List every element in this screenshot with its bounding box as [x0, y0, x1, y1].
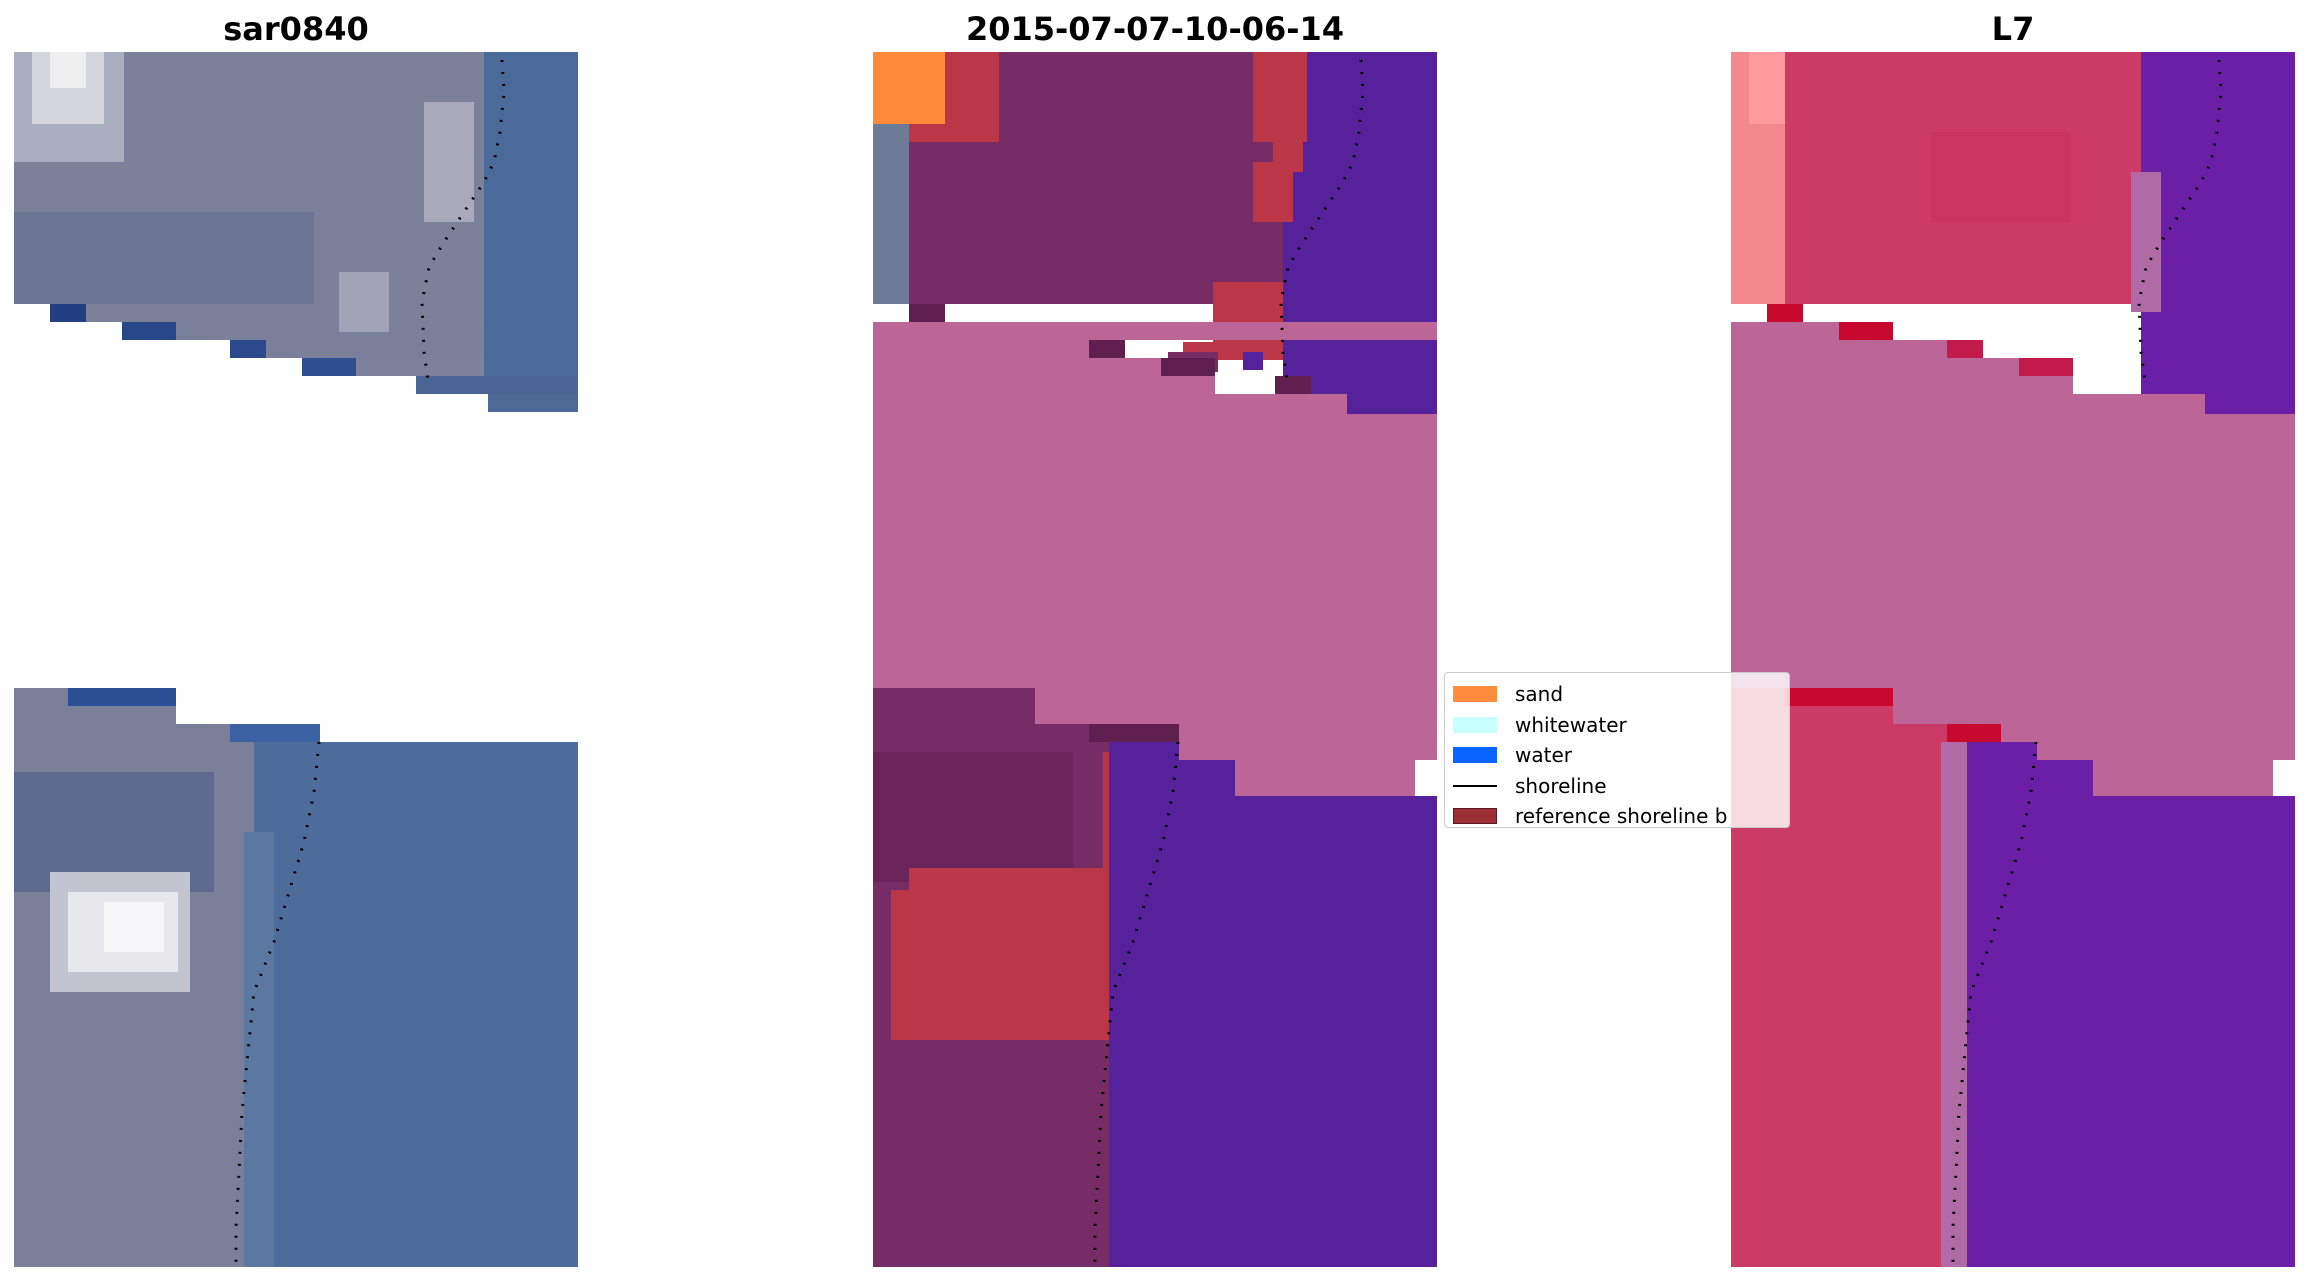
legend-label-shoreline: shoreline — [1515, 773, 1607, 798]
legend-item-whitewater: whitewater — [1453, 710, 1789, 741]
shoreline-line-swatch — [1453, 784, 1497, 787]
legend-label-reference-shoreline-buffer: reference shoreline b — [1515, 804, 1728, 828]
water-swatch — [1453, 747, 1497, 764]
classified-image — [873, 52, 1437, 1267]
rgb-image-panel — [14, 52, 578, 1267]
legend-label-whitewater: whitewater — [1515, 712, 1627, 737]
title-panel-2: 2015-07-07-10-06-14 — [965, 10, 1345, 48]
legend-label-sand: sand — [1515, 682, 1564, 707]
legend-item-shoreline: shoreline — [1453, 771, 1789, 802]
legend-item-water: water — [1453, 740, 1789, 771]
legend: sand whitewater water shoreline referenc… — [1444, 672, 1790, 828]
rgb-image — [14, 52, 578, 1267]
title-panel-1: sar0840 — [223, 10, 369, 48]
classified-image-panel — [873, 52, 1437, 1267]
l7-image-panel — [1731, 52, 2295, 1267]
whitewater-swatch — [1453, 716, 1497, 733]
sand-swatch — [1453, 686, 1497, 703]
title-panel-3: L7 — [1991, 10, 2035, 48]
legend-label-water: water — [1515, 743, 1572, 768]
reference-shoreline-buffer-swatch — [1453, 808, 1497, 825]
l7-image — [1731, 52, 2295, 1267]
legend-item-reference-shoreline-buffer: reference shoreline b — [1453, 801, 1789, 828]
legend-item-sand: sand — [1453, 679, 1789, 710]
